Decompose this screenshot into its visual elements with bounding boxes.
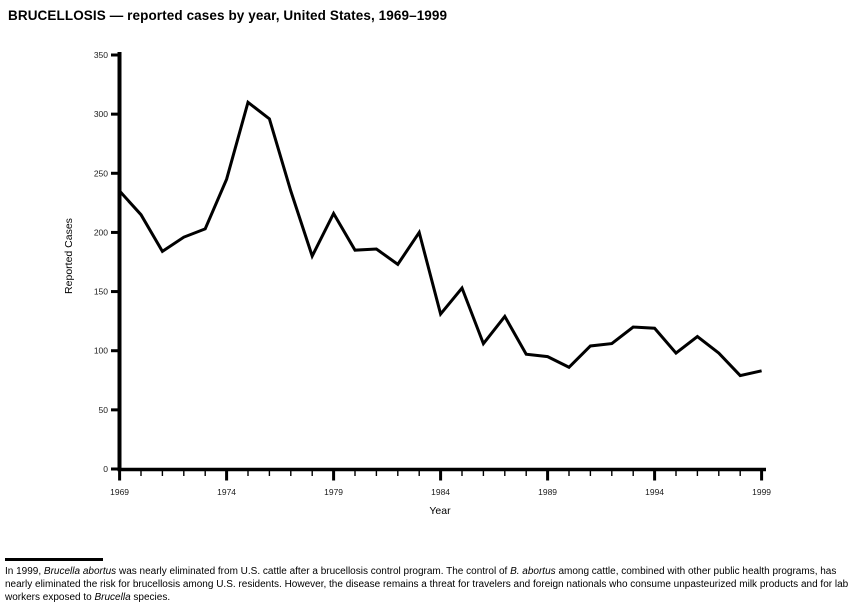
footnote-segment: In 1999, — [5, 566, 44, 577]
y-tick-label: 100 — [94, 346, 108, 356]
y-tick-label: 50 — [99, 405, 109, 415]
footnote-segment: among cattle, combined with other public… — [5, 566, 849, 603]
footnote-italic-term: B. abortus — [510, 566, 556, 577]
footnote-italic-term: Brucella — [94, 592, 131, 603]
footnote-segment: was nearly eliminated from U.S. cattle a… — [118, 566, 511, 577]
y-tick-label: 350 — [94, 50, 108, 60]
x-tick-label: 1974 — [217, 487, 236, 497]
footnote-segment: species. — [133, 592, 171, 603]
x-tick-label: 1994 — [645, 487, 664, 497]
x-tick-label: 1999 — [752, 487, 771, 497]
reported-cases-line — [118, 99, 762, 378]
y-tick-label: 300 — [94, 109, 108, 119]
x-tick-label: 1969 — [110, 487, 129, 497]
line-chart-svg: 0 50 100 150 200 250 300 350 1969 1974 1979 1984 198… — [94, 50, 772, 497]
y-tick-label: 150 — [94, 287, 108, 297]
y-axis-title: Reported Cases — [63, 218, 75, 294]
footnote-italic-term: Brucella abortus — [43, 566, 117, 577]
y-tick-label: 200 — [94, 227, 108, 237]
chart-title: BRUCELLOSIS — reported cases by year, Un… — [8, 8, 448, 23]
x-tick-label: 1979 — [324, 487, 343, 497]
footnote-text: In 1999, Brucella abortus was nearly elim… — [5, 565, 861, 604]
y-tick-label: 0 — [103, 464, 108, 474]
y-tick-label: 250 — [94, 168, 108, 178]
x-tick-label: 1989 — [538, 487, 557, 497]
x-tick-label: 1984 — [431, 487, 450, 497]
footnote-rule — [5, 558, 103, 561]
x-axis-title: Year — [429, 505, 451, 517]
